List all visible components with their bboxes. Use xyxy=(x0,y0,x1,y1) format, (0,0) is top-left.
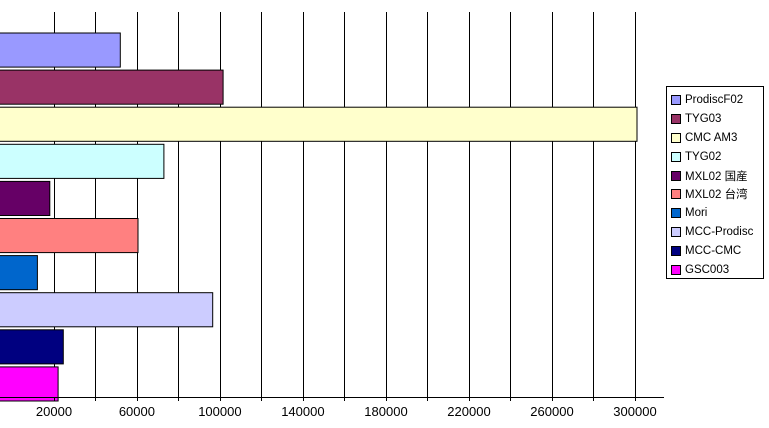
bar-cmc-am3 xyxy=(0,106,638,142)
legend-item: MXL02 台湾 xyxy=(671,185,763,204)
legend-item: MCC-Prodisc xyxy=(671,223,763,242)
legend-item: MXL02 国産 xyxy=(671,166,763,185)
legend-item: Mori xyxy=(671,204,763,223)
legend-item: MCC-CMC xyxy=(671,241,763,260)
legend-swatch xyxy=(671,114,681,125)
x-tick-label: 180000 xyxy=(364,404,407,419)
bar-mxl02-台湾 xyxy=(0,218,139,254)
legend-swatch xyxy=(671,189,681,200)
gridlines xyxy=(54,12,636,397)
legend-swatch xyxy=(671,208,681,219)
legend-swatch xyxy=(671,170,681,181)
legend-swatch xyxy=(671,95,681,106)
bar-prodiscf02 xyxy=(0,32,121,68)
x-tick-labels: 20000 60000 100000 140000 180000 220000 260000… xyxy=(36,404,657,419)
legend-label: MXL02 台湾 xyxy=(685,189,748,202)
legend-item: TYG02 xyxy=(671,147,763,166)
bar-mori xyxy=(0,255,38,291)
legend-label: GSC003 xyxy=(685,263,730,276)
legend-label: MCC-CMC xyxy=(685,244,742,257)
x-tick-label: 260000 xyxy=(530,404,573,419)
legend-label: CMC AM3 xyxy=(685,131,738,144)
legend-item: GSC003 xyxy=(671,260,763,279)
legend-item: TYG03 xyxy=(671,110,763,129)
x-tick-label: 100000 xyxy=(198,404,241,419)
bar-tyg03 xyxy=(0,69,224,105)
legend-label: Mori xyxy=(685,207,708,220)
legend-swatch xyxy=(671,264,681,275)
bar-mcc-cmc xyxy=(0,329,64,365)
x-tick-label: 20000 xyxy=(36,404,72,419)
bars xyxy=(0,32,638,402)
legend-label: TYG03 xyxy=(685,113,722,126)
legend-swatch xyxy=(671,226,681,237)
bar-mxl02-国産 xyxy=(0,180,51,216)
legend-item: CMC AM3 xyxy=(671,129,763,148)
bar-tyg02 xyxy=(0,143,165,179)
legend-swatch xyxy=(671,151,681,162)
legend-label: MCC-Prodisc xyxy=(685,225,754,238)
legend: ProdiscF02 TYG03 CMC AM3 TYG02 MXL02 国産 MXL02… xyxy=(666,86,764,279)
legend-label: MXL02 国産 xyxy=(685,170,748,183)
bar-gsc003 xyxy=(0,366,59,402)
x-tick-label: 300000 xyxy=(613,404,656,419)
legend-item: ProdiscF02 xyxy=(671,91,763,110)
legend-label: TYG02 xyxy=(685,150,722,163)
x-axis xyxy=(0,397,664,401)
x-tick-label: 220000 xyxy=(447,404,490,419)
legend-label: ProdiscF02 xyxy=(685,94,744,107)
legend-swatch xyxy=(671,132,681,143)
x-tick-label: 140000 xyxy=(281,404,324,419)
x-tick-label: 60000 xyxy=(119,404,155,419)
legend-swatch xyxy=(671,245,681,256)
bar-mcc-prodisc xyxy=(0,292,214,328)
